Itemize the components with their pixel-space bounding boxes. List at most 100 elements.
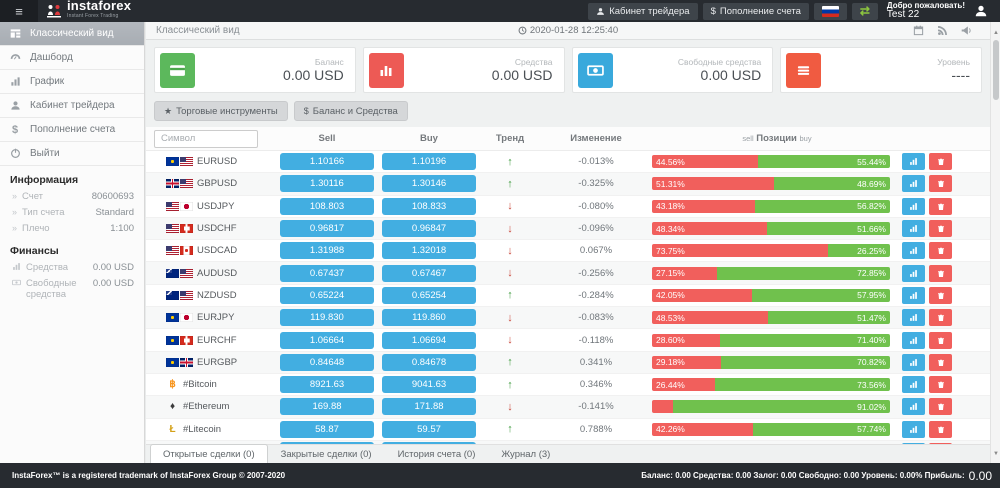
- buy-price-button[interactable]: 171.88: [382, 398, 476, 416]
- sell-price-button[interactable]: 0.84648: [280, 353, 374, 371]
- deposit-button[interactable]: $ Пополнение счета: [702, 2, 809, 20]
- sidebar-item-dashboard[interactable]: Дашборд: [0, 46, 144, 70]
- symbol-cell[interactable]: Ł #Litecoin: [154, 424, 276, 435]
- symbol-cell[interactable]: EURUSD: [154, 156, 276, 167]
- open-chart-button[interactable]: [902, 286, 925, 304]
- sell-price-button[interactable]: 1.06664: [280, 331, 374, 349]
- symbol-cell[interactable]: USDCHF: [154, 223, 276, 234]
- symbol-label: EURCHF: [197, 334, 237, 346]
- sidebar-item-trader-cabinet[interactable]: Кабинет трейдера: [0, 94, 144, 118]
- symbol-cell[interactable]: ฿ #Bitcoin: [154, 379, 276, 390]
- language-flag-button[interactable]: [813, 2, 847, 20]
- buy-price-button[interactable]: 59.57: [382, 420, 476, 438]
- symbol-cell[interactable]: NZDUSD: [154, 290, 276, 301]
- megaphone-icon[interactable]: [961, 25, 972, 36]
- symbol-cell[interactable]: EURCHF: [154, 335, 276, 346]
- instaforex-logo[interactable]: instaforex Instant Forex Trading: [46, 0, 131, 21]
- buy-price-button[interactable]: 1.32018: [382, 242, 476, 260]
- remove-symbol-button[interactable]: [929, 398, 952, 416]
- dashboard-icon: [0, 52, 30, 63]
- remove-symbol-button[interactable]: [929, 197, 952, 215]
- buy-price-button[interactable]: 1.10196: [382, 153, 476, 171]
- open-chart-button[interactable]: [902, 153, 925, 171]
- sidebar-item-chart[interactable]: График: [0, 70, 144, 94]
- open-chart-button[interactable]: [902, 398, 925, 416]
- calendar-icon[interactable]: [913, 25, 924, 36]
- open-chart-button[interactable]: [902, 376, 925, 394]
- remove-symbol-button[interactable]: [929, 331, 952, 349]
- sell-price-button[interactable]: 1.10166: [280, 153, 374, 171]
- tab-closed-trades[interactable]: Закрытые сделки (0): [280, 448, 372, 460]
- buy-price-button[interactable]: 1.06694: [382, 331, 476, 349]
- remove-symbol-button[interactable]: [929, 376, 952, 394]
- tab-journal[interactable]: Журнал (3): [501, 448, 551, 460]
- symbol-cell[interactable]: EURJPY: [154, 312, 276, 323]
- transfer-button[interactable]: ⇄: [851, 2, 878, 20]
- remove-symbol-button[interactable]: [929, 309, 952, 327]
- sell-price-button[interactable]: 119.830: [280, 309, 374, 327]
- remove-symbol-button[interactable]: [929, 353, 952, 371]
- positions-bar: 43.18% 56.82%: [652, 199, 890, 213]
- remove-symbol-button[interactable]: [929, 286, 952, 304]
- buy-price-button[interactable]: 0.84678: [382, 353, 476, 371]
- remove-symbol-button[interactable]: [929, 153, 952, 171]
- page-scrollbar[interactable]: ▲ ▼: [990, 22, 1000, 463]
- buy-price-button[interactable]: 108.833: [382, 197, 476, 215]
- balance-and-equity-button[interactable]: $ Баланс и Средства: [293, 101, 408, 121]
- remove-symbol-button[interactable]: [929, 220, 952, 238]
- table-row: EURGBP 0.84648 0.84678 ↑ 0.341% 29.18% 7…: [146, 351, 990, 374]
- remove-symbol-button[interactable]: [929, 175, 952, 193]
- rss-icon[interactable]: [937, 25, 948, 36]
- open-chart-button[interactable]: [902, 197, 925, 215]
- tab-open-trades[interactable]: Открытые сделки (0): [150, 444, 268, 463]
- sell-price-button[interactable]: 1.30116: [280, 175, 374, 193]
- sell-price-button[interactable]: 108.803: [280, 197, 374, 215]
- sell-price-button[interactable]: 58.87: [280, 420, 374, 438]
- scroll-up-arrow[interactable]: ▲: [993, 30, 999, 36]
- sell-price-button[interactable]: 1.31988: [280, 242, 374, 260]
- symbol-cell[interactable]: GBPUSD: [154, 178, 276, 189]
- hamburger-menu-icon[interactable]: ≡: [0, 0, 38, 22]
- open-chart-button[interactable]: [902, 220, 925, 238]
- buy-price-button[interactable]: [382, 441, 476, 445]
- sidebar-item-classic-view[interactable]: Классический вид: [0, 22, 144, 46]
- symbol-cell[interactable]: AUDUSD: [154, 268, 276, 279]
- open-chart-button[interactable]: [902, 175, 925, 193]
- sell-price-button[interactable]: 169.88: [280, 398, 374, 416]
- sell-price-button[interactable]: 0.67437: [280, 264, 374, 282]
- sidebar-item-logout[interactable]: Выйти: [0, 142, 144, 166]
- sidebar-item-deposit[interactable]: $ Пополнение счета: [0, 118, 144, 142]
- user-avatar[interactable]: [970, 0, 992, 22]
- column-header-change: Изменение: [570, 133, 622, 144]
- symbol-cell[interactable]: EURGBP: [154, 357, 276, 368]
- buy-price-button[interactable]: 0.96847: [382, 220, 476, 238]
- open-chart-button[interactable]: [902, 331, 925, 349]
- main-content: Классический вид 2020-01-28 12:25:40: [146, 22, 990, 463]
- open-chart-button[interactable]: [902, 242, 925, 260]
- open-chart-button[interactable]: [902, 420, 925, 438]
- symbol-cell[interactable]: USDJPY: [154, 201, 276, 212]
- buy-price-button[interactable]: 0.67467: [382, 264, 476, 282]
- remove-symbol-button[interactable]: [929, 420, 952, 438]
- open-chart-button[interactable]: [902, 264, 925, 282]
- symbol-filter-input[interactable]: [154, 129, 258, 148]
- buy-price-button[interactable]: 119.860: [382, 309, 476, 327]
- buy-price-button[interactable]: 9041.63: [382, 376, 476, 394]
- scroll-down-arrow[interactable]: ▼: [993, 451, 999, 457]
- scrollbar-thumb[interactable]: [993, 40, 999, 100]
- buy-price-button[interactable]: 1.30146: [382, 175, 476, 193]
- open-chart-button[interactable]: [902, 309, 925, 327]
- tab-account-history[interactable]: История счета (0): [397, 448, 476, 460]
- sell-price-button[interactable]: 8921.63: [280, 376, 374, 394]
- sell-price-button[interactable]: [280, 441, 374, 445]
- symbol-cell[interactable]: USDCAD: [154, 245, 276, 256]
- remove-symbol-button[interactable]: [929, 242, 952, 260]
- trading-instruments-button[interactable]: ★ Торговые инструменты: [154, 101, 288, 121]
- sell-price-button[interactable]: 0.65224: [280, 286, 374, 304]
- remove-symbol-button[interactable]: [929, 264, 952, 282]
- sell-price-button[interactable]: 0.96817: [280, 220, 374, 238]
- symbol-cell[interactable]: ♦ #Ethereum: [154, 401, 276, 412]
- buy-price-button[interactable]: 0.65254: [382, 286, 476, 304]
- open-chart-button[interactable]: [902, 353, 925, 371]
- trader-cabinet-button[interactable]: Кабинет трейдера: [588, 2, 698, 20]
